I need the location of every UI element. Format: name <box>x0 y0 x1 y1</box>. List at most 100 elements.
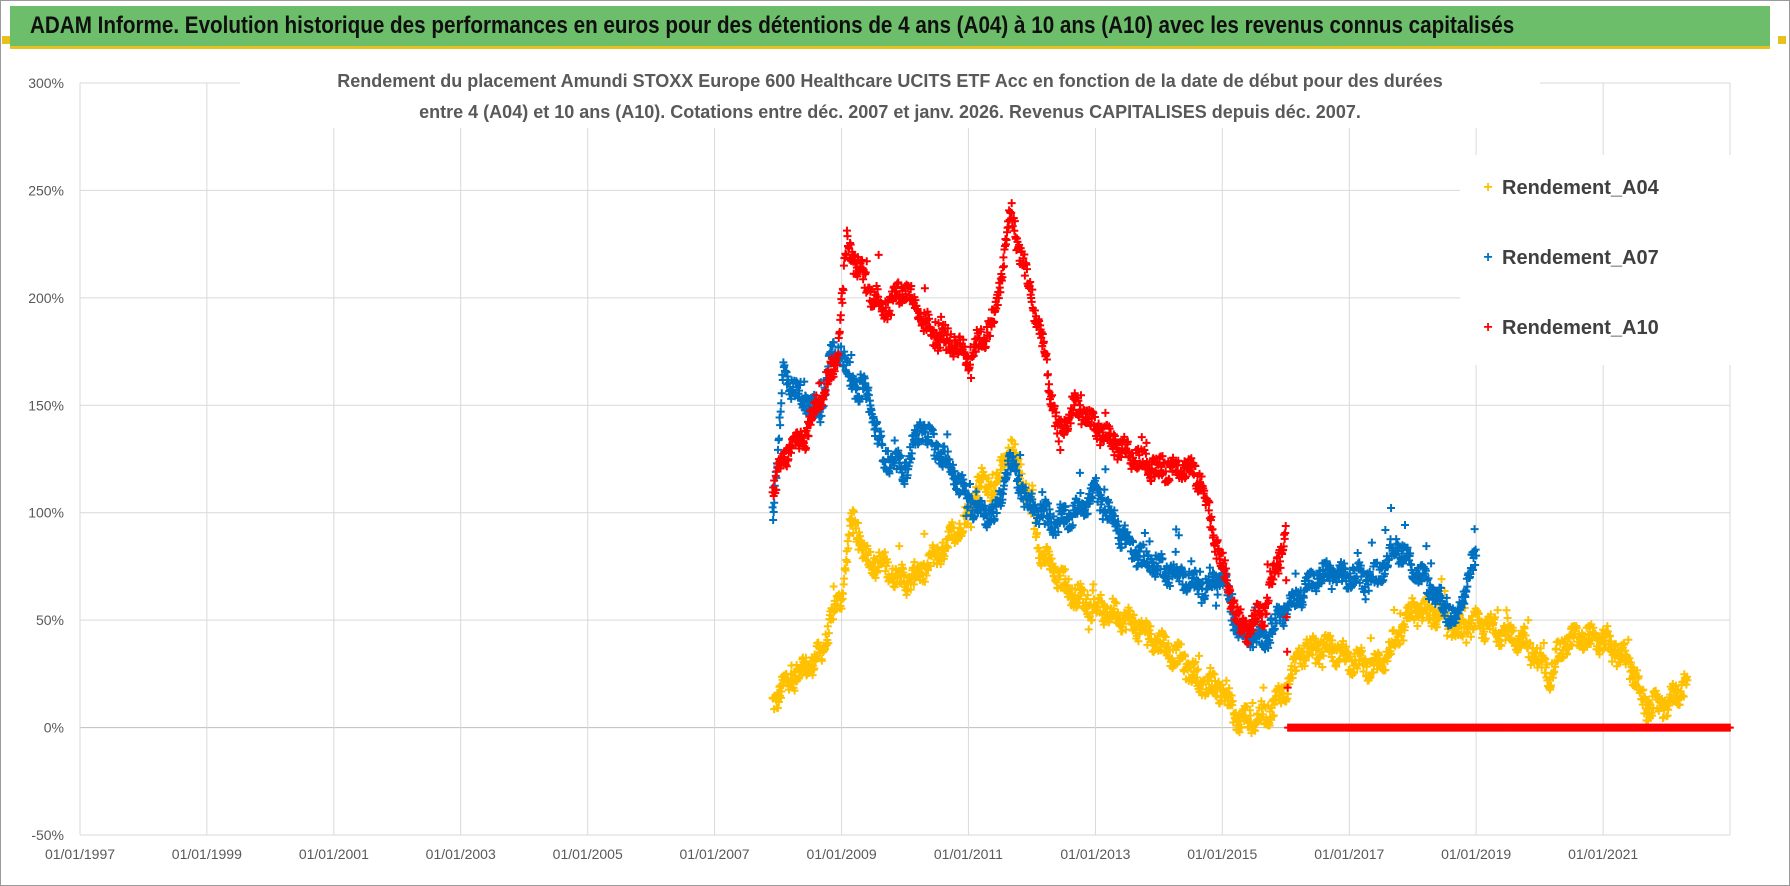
point-rendement_a04 <box>1342 642 1351 651</box>
point-rendement_a04 <box>866 547 875 556</box>
x-tick-label: 01/01/2007 <box>680 846 750 862</box>
point-rendement_a04 <box>1603 627 1612 636</box>
point-rendement_a07 <box>847 351 856 360</box>
banner-corner-right <box>1778 36 1786 44</box>
point-rendement_a10 <box>1205 514 1214 523</box>
point-rendement_a04 <box>1145 626 1154 635</box>
point-rendement_a04 <box>1540 653 1549 662</box>
point-rendement_a07 <box>890 436 899 445</box>
point-rendement_a04 <box>1192 673 1201 682</box>
point-rendement_a07 <box>950 467 959 476</box>
point-rendement_a04 <box>1551 662 1560 671</box>
point-rendement_a04 <box>1390 605 1399 614</box>
point-rendement_a04 <box>840 574 849 583</box>
point-rendement_a04 <box>1222 676 1231 685</box>
point-rendement_a04 <box>1192 666 1201 675</box>
point-rendement_a04 <box>1437 575 1446 584</box>
point-rendement_a04 <box>1056 571 1065 580</box>
point-rendement_a04 <box>774 697 783 706</box>
point-rendement_a07 <box>800 377 809 386</box>
point-rendement_a04 <box>1089 580 1098 589</box>
point-rendement_a04 <box>1550 667 1559 676</box>
point-rendement_a04 <box>1326 631 1335 640</box>
point-rendement_a04 <box>1235 728 1244 737</box>
point-rendement_a10 <box>1283 647 1292 656</box>
point-rendement_a04 <box>1491 613 1500 622</box>
point-rendement_a04 <box>1195 651 1204 660</box>
legend-label-a07: Rendement_A07 <box>1502 246 1659 269</box>
point-rendement_a07 <box>959 475 968 484</box>
point-rendement_a04 <box>821 645 830 654</box>
point-rendement_a10 <box>1054 437 1063 446</box>
x-tick-label: 01/01/2021 <box>1568 846 1638 862</box>
point-rendement_a04 <box>1054 575 1063 584</box>
point-rendement_a10 <box>1043 370 1052 379</box>
point-rendement_a07 <box>845 358 854 367</box>
point-rendement_a04 <box>1185 663 1194 672</box>
point-rendement_a04 <box>984 474 993 483</box>
point-rendement_a04 <box>1624 635 1633 644</box>
point-rendement_a04 <box>1332 662 1341 671</box>
point-rendement_a10 <box>1282 576 1291 585</box>
point-rendement_a07 <box>769 507 778 516</box>
point-rendement_a04 <box>1288 673 1297 682</box>
point-rendement_a04 <box>1675 700 1684 709</box>
point-rendement_a07 <box>1003 470 1012 479</box>
y-tick-label: 0% <box>44 720 64 736</box>
point-rendement_a04 <box>844 544 853 553</box>
point-rendement_a04 <box>1357 646 1366 655</box>
point-rendement_a04 <box>1665 701 1674 710</box>
point-rendement_a04 <box>1339 637 1348 646</box>
point-rendement_a04 <box>1121 625 1130 634</box>
point-rendement_a07 <box>921 428 930 437</box>
point-rendement_a04 <box>1014 455 1023 464</box>
point-rendement_a04 <box>1028 485 1037 494</box>
report-banner: ADAM Informe. Evolution historique des p… <box>10 6 1770 49</box>
point-rendement_a04 <box>808 671 817 680</box>
chart-title-line1: Rendement du placement Amundi STOXX Euro… <box>337 71 1443 91</box>
point-rendement_a04 <box>829 582 838 591</box>
point-rendement_a04 <box>1621 646 1630 655</box>
point-rendement_a07 <box>878 441 887 450</box>
point-rendement_a07 <box>775 413 784 422</box>
point-rendement_a04 <box>1300 662 1309 671</box>
point-rendement_a04 <box>962 520 971 529</box>
point-rendement_a07 <box>777 399 786 408</box>
point-rendement_a07 <box>829 338 838 347</box>
point-rendement_a04 <box>1536 644 1545 653</box>
point-rendement_a07 <box>883 447 892 456</box>
point-rendement_a04 <box>1047 554 1056 563</box>
point-rendement_a04 <box>977 463 986 472</box>
point-rendement_a07 <box>943 447 952 456</box>
point-rendement_a04 <box>959 527 968 536</box>
point-rendement_a04 <box>810 664 819 673</box>
y-tick-label: 50% <box>36 612 64 628</box>
point-rendement_a04 <box>917 569 926 578</box>
x-tick-label: 01/01/2013 <box>1060 846 1130 862</box>
y-tick-label: 200% <box>28 290 64 306</box>
point-rendement_a04 <box>1611 639 1620 648</box>
point-rendement_a04 <box>1146 622 1155 631</box>
point-rendement_a04 <box>1359 667 1368 676</box>
point-rendement_a04 <box>1419 613 1428 622</box>
point-rendement_a04 <box>1102 603 1111 612</box>
point-rendement_a07 <box>1076 488 1085 497</box>
point-rendement_a07 <box>837 342 846 351</box>
point-rendement_a07 <box>877 431 886 440</box>
point-rendement_a04 <box>988 470 997 479</box>
point-rendement_a07 <box>770 498 779 507</box>
point-rendement_a04 <box>895 542 904 551</box>
point-rendement_a07 <box>1012 466 1021 475</box>
point-rendement_a10 <box>1142 438 1151 447</box>
x-tick-label: 01/01/2017 <box>1314 846 1384 862</box>
point-rendement_a07 <box>864 383 873 392</box>
point-rendement_a04 <box>1400 622 1409 631</box>
point-rendement_a04 <box>824 629 833 638</box>
point-rendement_a07 <box>776 421 785 430</box>
y-tick-label: 300% <box>28 75 64 91</box>
point-rendement_a04 <box>920 577 929 586</box>
point-rendement_a04 <box>1080 586 1089 595</box>
point-rendement_a04 <box>1087 616 1096 625</box>
point-rendement_a07 <box>907 449 916 458</box>
